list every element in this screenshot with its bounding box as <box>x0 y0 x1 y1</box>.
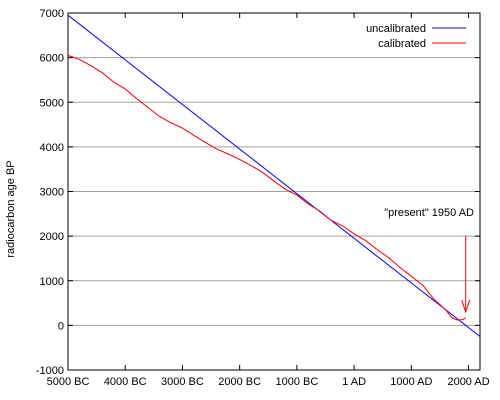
x-axis: 5000 BC 4000 BC 3000 BC 2000 BC 1000 BC 1 AD 1… <box>47 13 490 388</box>
annotations: "present" 1950 AD <box>384 207 474 314</box>
x-tick-label: 1 AD <box>342 376 366 388</box>
x-tick-label: 2000 AD <box>447 376 489 388</box>
y-tick-label: 5000 <box>40 97 64 109</box>
x-tick-label: 1000 AD <box>390 376 432 388</box>
x-tick-label: 1000 BC <box>275 376 318 388</box>
y-tick-label: 2000 <box>40 231 64 243</box>
legend-label: calibrated <box>378 38 426 50</box>
x-tick-label: 4000 BC <box>104 376 147 388</box>
y-tick-label: 4000 <box>40 142 64 154</box>
series-lines <box>67 14 481 337</box>
legend: uncalibrated calibrated <box>366 23 466 50</box>
series-calibrated <box>67 54 466 321</box>
y-tick-label: 6000 <box>40 53 64 65</box>
x-tick-label: 3000 BC <box>161 376 204 388</box>
y-axis-title: radiocarbon age BP <box>5 160 17 257</box>
y-axis: -1000 0 1000 2000 3000 4000 5000 6000 7000 <box>36 8 480 377</box>
y-tick-label: 1000 <box>40 276 64 288</box>
series-uncalibrated <box>67 14 481 337</box>
y-tick-label: -1000 <box>36 365 64 377</box>
x-tick-label: 2000 BC <box>218 376 261 388</box>
y-tick-label: 3000 <box>40 187 64 199</box>
y-tick-label: 7000 <box>40 8 64 20</box>
legend-label: uncalibrated <box>366 23 426 35</box>
x-tick-label: 5000 BC <box>47 376 90 388</box>
annotation-text: "present" 1950 AD <box>384 207 474 219</box>
y-tick-label: 0 <box>58 320 64 332</box>
annotation-arrowhead <box>461 299 471 314</box>
gridlines <box>68 57 480 326</box>
